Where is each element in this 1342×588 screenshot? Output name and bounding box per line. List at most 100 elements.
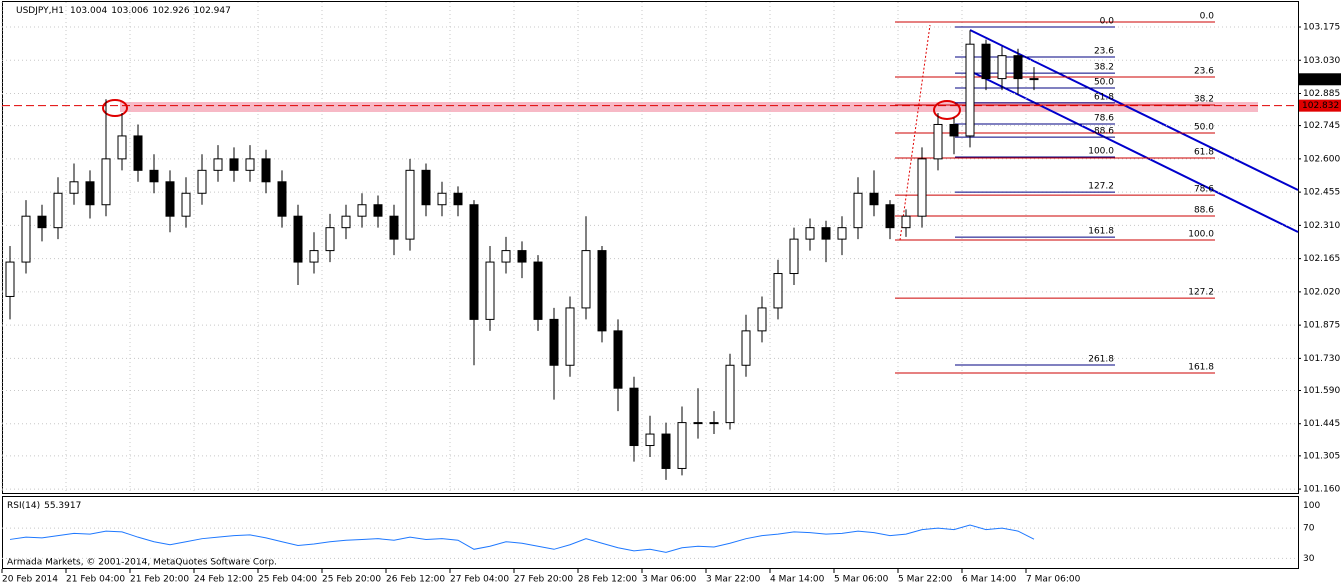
rsi-title: RSI(14) — [7, 501, 40, 511]
fib-label: 0.0 — [1200, 11, 1215, 21]
candle-body — [453, 192, 463, 206]
fib-label: 38.2 — [1094, 63, 1114, 73]
highlight-ellipse — [933, 100, 961, 120]
x-tick-label: 27 Feb 04:00 — [450, 575, 509, 585]
fib-label: 23.6 — [1094, 47, 1114, 57]
candle-body — [37, 215, 47, 229]
candle-body — [437, 192, 447, 206]
rsi-current: 55.3917 — [44, 501, 81, 511]
y-tick-label: 103.175 — [1303, 22, 1340, 32]
x-tick-label: 5 Mar 22:00 — [898, 575, 953, 585]
candle-body — [805, 227, 815, 240]
candle-body — [165, 181, 175, 217]
candle-body — [421, 169, 431, 206]
x-tick-label: 27 Feb 20:00 — [514, 575, 573, 585]
candle-body — [181, 192, 191, 217]
y-tick-label: 102.165 — [1303, 254, 1340, 264]
candle-body — [709, 422, 719, 425]
fib-label: 78.6 — [1194, 185, 1214, 195]
highlight-ellipse — [102, 99, 128, 117]
price-box — [1299, 73, 1341, 86]
price-pane — [2, 1, 1299, 494]
candle-body — [853, 192, 863, 229]
fib-label: 50.0 — [1094, 77, 1114, 87]
y-tick-label: 102.885 — [1303, 89, 1340, 99]
close-price: 102.947 — [194, 6, 231, 16]
price-box-label: 102.832 — [1302, 101, 1339, 111]
x-tick-label: 3 Mar 22:00 — [706, 575, 761, 585]
support-zone — [120, 102, 1258, 112]
candle-body — [117, 135, 127, 160]
channel-lower — [967, 69, 1299, 233]
y-tick-label: 101.445 — [1303, 419, 1340, 429]
rsi-tick-label: 70 — [1303, 524, 1315, 534]
candle-body — [5, 261, 15, 297]
y-tick-label: 101.160 — [1303, 485, 1340, 495]
candle-body — [149, 169, 159, 183]
candle-body — [229, 158, 239, 171]
fib-label: 161.8 — [1088, 227, 1114, 237]
fib-label: 78.6 — [1094, 114, 1114, 124]
candle-body — [53, 192, 63, 229]
open-price: 103.004 — [70, 6, 107, 16]
candle-body — [549, 318, 559, 366]
candle-body — [789, 238, 799, 275]
candle-body — [661, 433, 671, 469]
candle-body — [197, 169, 207, 194]
x-tick-label: 26 Feb 12:00 — [386, 575, 445, 585]
candle-body — [501, 250, 511, 263]
rsi-header: RSI(14) 55.3917 — [7, 501, 81, 511]
candle-body — [325, 227, 335, 252]
fib-label: 161.8 — [1188, 363, 1214, 373]
candle-body — [405, 169, 415, 240]
candle-body — [837, 227, 847, 240]
y-tick-label: 101.590 — [1303, 386, 1340, 396]
x-tick-label: 25 Feb 20:00 — [322, 575, 381, 585]
fib-label: 61.8 — [1094, 92, 1114, 102]
candle-body — [757, 307, 767, 332]
y-tick-label: 102.745 — [1303, 121, 1340, 131]
candle-body — [469, 204, 479, 320]
x-tick-label: 25 Feb 04:00 — [258, 575, 317, 585]
candle-body — [645, 433, 655, 447]
candle-body — [741, 330, 751, 366]
y-tick-label: 102.310 — [1303, 221, 1340, 231]
candle-body — [629, 387, 639, 447]
candle-body — [21, 215, 31, 263]
candle-body — [901, 215, 911, 229]
candle-body — [693, 422, 703, 425]
rsi-line — [9, 524, 1035, 553]
candle-body — [485, 261, 495, 320]
y-tick-label: 101.730 — [1303, 354, 1340, 364]
y-tick-label: 102.020 — [1303, 287, 1340, 297]
fib-label: 127.2 — [1188, 288, 1214, 298]
candle-body — [245, 158, 255, 171]
x-tick-label: 3 Mar 06:00 — [642, 575, 697, 585]
candle-body — [885, 204, 895, 229]
candle-body — [69, 181, 79, 194]
candle-body — [613, 330, 623, 389]
candle-body — [357, 204, 367, 217]
rsi-tick-label: 30 — [1303, 554, 1315, 564]
x-tick-label: 4 Mar 14:00 — [770, 575, 825, 585]
x-tick-label: 5 Mar 06:00 — [834, 575, 889, 585]
candle-body — [981, 43, 991, 80]
candle-body — [917, 158, 927, 217]
candle-body — [933, 123, 943, 160]
candle-body — [821, 227, 831, 240]
y-tick-label: 101.305 — [1303, 451, 1340, 461]
candle-body — [869, 192, 879, 206]
fib-label: 61.8 — [1194, 147, 1214, 157]
candle-body — [293, 215, 303, 263]
candle-body — [773, 273, 783, 309]
fib-label: 23.6 — [1194, 66, 1214, 76]
candle-body — [533, 261, 543, 320]
fib-label: 88.6 — [1194, 205, 1214, 215]
candle-body — [277, 181, 287, 217]
x-tick-label: 28 Feb 12:00 — [578, 575, 637, 585]
candle-body — [965, 43, 975, 137]
candle-body — [1029, 78, 1039, 81]
fib-label: 88.6 — [1094, 127, 1114, 137]
